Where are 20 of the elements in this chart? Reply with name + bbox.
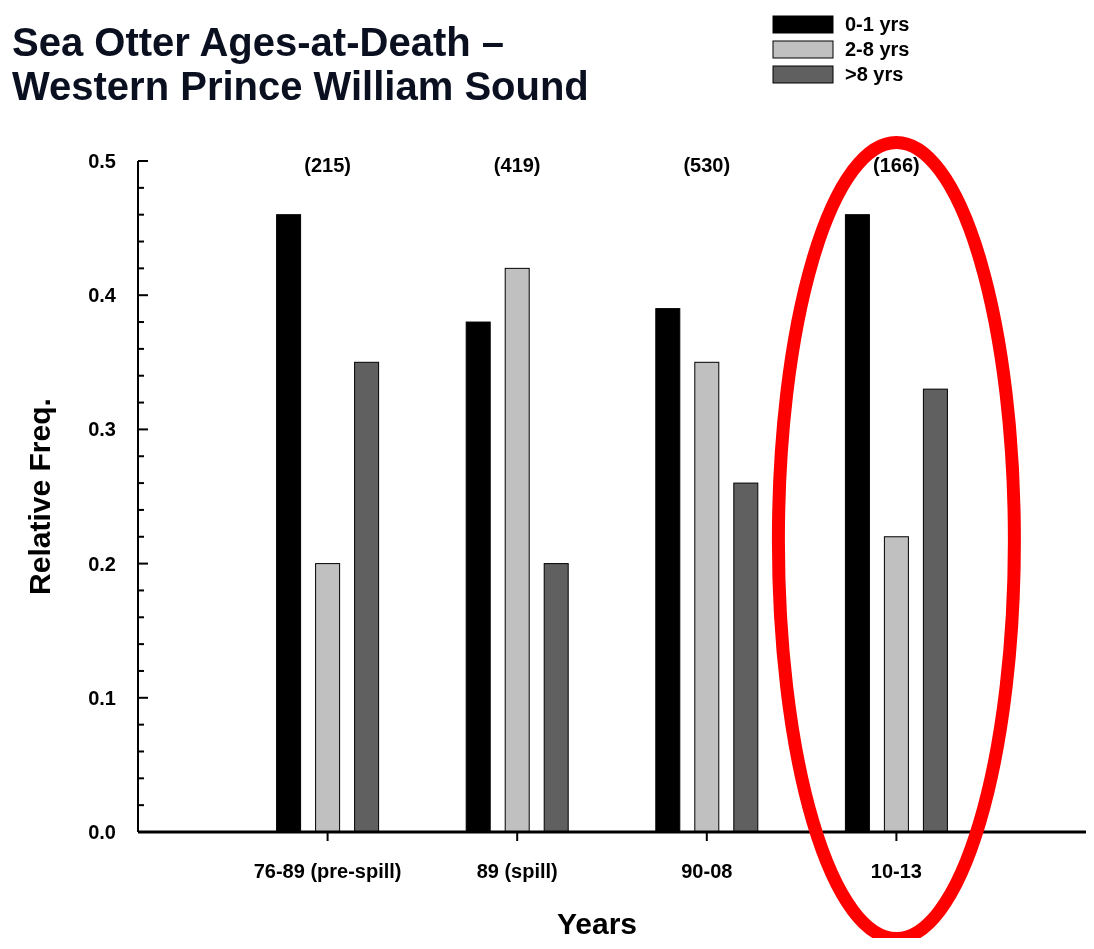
legend-label: 2-8 yrs xyxy=(845,38,910,60)
x-tick-label: 10-13 xyxy=(870,860,922,882)
y-tick-label: 0.2 xyxy=(88,552,116,575)
x-tick-label: 76-89 (pre-spill) xyxy=(253,860,402,882)
y-tick-label: 0.0 xyxy=(88,821,116,843)
y-tick-label: 0.3 xyxy=(88,418,116,441)
x-tick-label: 89 (spill) xyxy=(476,860,558,882)
x-tick-label: 90-08 xyxy=(681,860,733,882)
annotation: (419) xyxy=(493,154,541,176)
chart-title: Sea Otter Ages-at-Death – Western Prince William Sound xyxy=(12,20,589,108)
annotation: (166) xyxy=(873,154,920,176)
legend-label: >8 yrs xyxy=(845,63,904,85)
annotation: (215) xyxy=(304,154,351,176)
x-axis-title: Years xyxy=(556,907,638,940)
legend-label: 0-1 yrs xyxy=(845,13,910,35)
y-tick-label: 0.1 xyxy=(88,686,116,709)
y-tick-label: 0.5 xyxy=(88,150,116,172)
annotation: (530) xyxy=(683,154,731,176)
y-axis-title: Relative Freq. xyxy=(23,398,56,595)
y-tick-label: 0.4 xyxy=(88,284,117,307)
